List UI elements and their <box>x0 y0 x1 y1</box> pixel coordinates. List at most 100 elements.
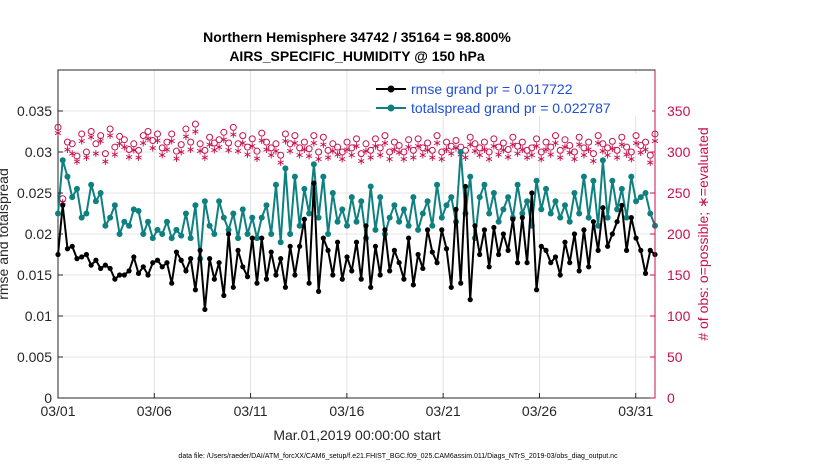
rmse-point <box>605 243 611 249</box>
obs-evaluated-point: ∗ <box>271 145 280 158</box>
obs-possible-point <box>599 140 607 148</box>
totalspread-point <box>201 198 208 205</box>
rmse-point <box>533 287 540 293</box>
obs-evaluated-point: ∗ <box>210 144 219 157</box>
rmse-point <box>112 276 118 282</box>
obs-evaluated-point: ∗ <box>96 135 105 148</box>
obs-evaluated-point: ∗ <box>177 145 186 158</box>
totalspread-point <box>495 218 502 225</box>
obs-evaluated-point: ∗ <box>233 145 242 158</box>
obs-evaluated-point: ∗ <box>214 140 223 153</box>
totalspread-point <box>55 210 61 217</box>
obs-evaluated-point: ∗ <box>608 142 617 155</box>
legend-rmse-marker <box>387 85 395 93</box>
rmse-point <box>410 282 416 288</box>
obs-evaluated-point: ∗ <box>499 144 508 157</box>
obs-evaluated-point: ∗ <box>513 147 522 160</box>
rmse-point <box>301 216 307 222</box>
rmse-point <box>462 183 469 190</box>
rmse-point <box>458 280 464 286</box>
totalspread-point <box>163 218 170 225</box>
totalspread-point <box>145 218 152 225</box>
totalspread-point <box>358 198 365 205</box>
obs-evaluated-point: ∗ <box>617 138 626 151</box>
rmse-point <box>609 231 615 237</box>
totalspread-point <box>386 214 393 221</box>
totalspread-point <box>486 210 493 217</box>
obs-possible-point <box>291 132 299 140</box>
rmse-point <box>278 256 284 262</box>
obs-evaluated-point: ∗ <box>451 141 460 154</box>
rmse-point <box>453 206 459 212</box>
rmse-point <box>188 256 194 262</box>
rmse-point <box>552 254 559 260</box>
totalspread-point <box>396 218 403 225</box>
obs-evaluated-point: ∗ <box>489 140 498 153</box>
obs-possible-point <box>158 144 166 152</box>
obs-possible-point <box>623 143 631 151</box>
obs-possible-point <box>518 138 526 146</box>
totalspread-point <box>263 202 270 209</box>
rmse-point <box>221 292 227 299</box>
obs-possible-point <box>111 143 119 151</box>
obs-evaluated-point: ∗ <box>418 149 427 162</box>
obs-possible-point <box>305 145 313 153</box>
totalspread-point <box>443 202 450 209</box>
rmse-point <box>538 243 544 249</box>
rmse-point <box>586 264 592 270</box>
obs-possible-point <box>371 135 379 143</box>
rmse-point <box>320 235 326 241</box>
totalspread-point <box>419 210 426 217</box>
obs-evaluated-point: ∗ <box>565 146 574 159</box>
obs-evaluated-point: ∗ <box>385 153 394 166</box>
totalspread-point <box>566 218 573 225</box>
rmse-point <box>467 297 473 303</box>
obs-possible-point <box>329 140 337 148</box>
totalspread-point <box>614 206 621 213</box>
obs-evaluated-point: ∗ <box>466 138 475 151</box>
rmse-point <box>619 202 625 208</box>
obs-evaluated-point: ∗ <box>342 143 351 156</box>
obs-possible-point <box>381 132 389 140</box>
obs-possible-point <box>490 135 498 143</box>
obs-evaluated-point: ∗ <box>305 149 314 162</box>
rmse-point <box>192 287 199 293</box>
obs-markers: ∗∗∗∗∗∗∗∗∗∗∗∗∗∗∗∗∗∗∗∗∗∗∗∗∗∗∗∗∗∗∗∗∗∗∗∗∗∗∗∗… <box>53 120 660 209</box>
totalspread-point <box>211 231 218 237</box>
rmse-point <box>240 264 246 270</box>
y-right-tick-label-7: 350 <box>667 103 691 119</box>
totalspread-point <box>448 194 455 201</box>
rmse-point <box>135 270 142 276</box>
obs-possible-point <box>324 146 332 154</box>
totalspread-point <box>116 231 123 237</box>
totalspread-point <box>69 194 76 201</box>
totalspread-point <box>339 206 346 213</box>
y-right-tick-label-1: 50 <box>667 349 683 365</box>
totalspread-point <box>476 194 483 201</box>
obs-evaluated-point: ∗ <box>162 143 171 156</box>
rmse-point <box>557 272 563 278</box>
obs-evaluated-point: ∗ <box>91 147 100 160</box>
y-right-tick-label-0: 0 <box>667 390 675 406</box>
obs-possible-point <box>229 123 237 131</box>
totalspread-point <box>424 198 431 205</box>
obs-evaluated-point: ∗ <box>196 145 205 158</box>
obs-possible-point <box>215 136 223 144</box>
y-left-tick-label-4: 0.02 <box>25 226 52 242</box>
x-axis-label: Mar.01,2019 00:00:00 start <box>273 427 440 443</box>
rmse-point <box>306 280 312 286</box>
obs-evaluated-point: ∗ <box>575 138 584 151</box>
rmse-point <box>249 235 255 241</box>
obs-evaluated-point: ∗ <box>252 152 261 165</box>
totalspread-point <box>367 183 374 190</box>
obs-possible-point <box>637 141 645 149</box>
obs-evaluated-point: ∗ <box>390 143 399 156</box>
rmse-point <box>642 270 649 276</box>
rmse-point <box>211 276 217 282</box>
rmse-point <box>287 243 293 249</box>
totalspread-point <box>301 185 308 192</box>
obs-evaluated-point: ∗ <box>627 153 636 166</box>
footnote: data file: /Users/raeder/DAI/ATM_forcXX/… <box>178 453 618 460</box>
obs-evaluated-point: ∗ <box>186 143 195 156</box>
totalspread-point <box>519 210 526 217</box>
